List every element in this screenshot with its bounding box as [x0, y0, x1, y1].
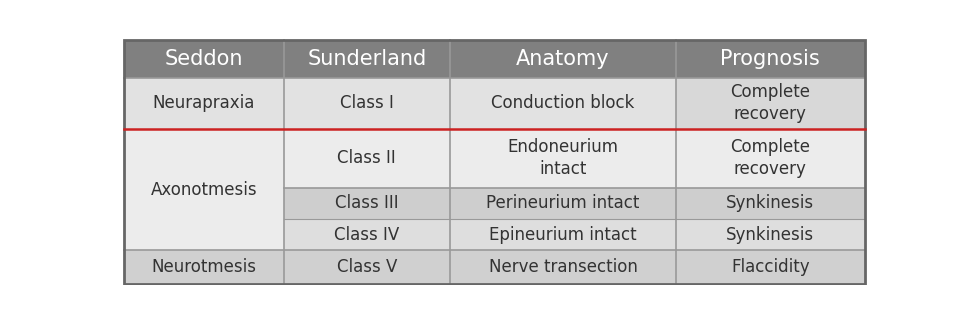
Text: Neurapraxia: Neurapraxia: [152, 94, 255, 112]
Bar: [284, 219, 450, 250]
Bar: [284, 129, 450, 188]
Text: Class V: Class V: [337, 258, 397, 276]
Text: Class III: Class III: [335, 194, 399, 212]
Bar: [124, 40, 284, 78]
Text: Synkinesis: Synkinesis: [727, 194, 814, 212]
Text: Anatomy: Anatomy: [516, 49, 610, 68]
Text: Endoneurium
intact: Endoneurium intact: [508, 138, 619, 179]
Text: Flaccidity: Flaccidity: [731, 258, 810, 276]
Bar: [284, 40, 450, 78]
Bar: [124, 78, 284, 129]
Bar: [124, 219, 284, 250]
Bar: [676, 188, 865, 219]
Text: Class IV: Class IV: [334, 226, 400, 244]
Text: Prognosis: Prognosis: [721, 49, 820, 68]
Text: Class II: Class II: [338, 149, 397, 167]
Text: Class I: Class I: [340, 94, 394, 112]
Bar: [676, 40, 865, 78]
Text: Perineurium intact: Perineurium intact: [486, 194, 640, 212]
Text: Synkinesis: Synkinesis: [727, 226, 814, 244]
Text: Axonotmesis: Axonotmesis: [151, 149, 258, 167]
Bar: [284, 78, 450, 129]
Bar: [124, 250, 284, 284]
Text: Axonotmesis: Axonotmesis: [151, 180, 258, 198]
Text: Complete
recovery: Complete recovery: [731, 138, 811, 179]
Bar: [676, 219, 865, 250]
Text: Epineurium intact: Epineurium intact: [489, 226, 637, 244]
Bar: [450, 219, 676, 250]
Text: Nerve transection: Nerve transection: [488, 258, 638, 276]
Bar: [450, 188, 676, 219]
Text: Conduction block: Conduction block: [491, 94, 635, 112]
Bar: [284, 188, 450, 219]
Text: Neurotmesis: Neurotmesis: [152, 258, 257, 276]
Bar: [450, 78, 676, 129]
Bar: [124, 188, 284, 219]
Bar: [284, 250, 450, 284]
Bar: [676, 129, 865, 188]
Bar: [450, 40, 676, 78]
Bar: [676, 78, 865, 129]
Text: Complete
recovery: Complete recovery: [731, 83, 811, 124]
Bar: [450, 129, 676, 188]
Bar: [676, 250, 865, 284]
Bar: [124, 129, 284, 250]
Text: Seddon: Seddon: [165, 49, 243, 68]
Text: Sunderland: Sunderland: [307, 49, 427, 68]
Bar: [450, 250, 676, 284]
Bar: [124, 129, 284, 188]
